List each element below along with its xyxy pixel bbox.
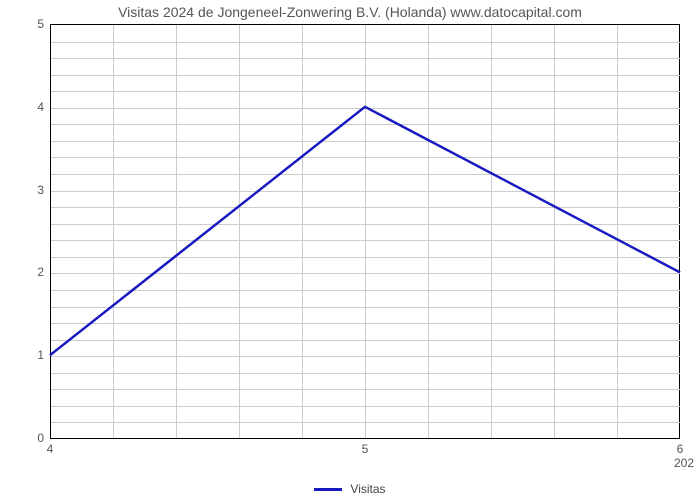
- y-tick-label: 3: [4, 183, 44, 197]
- data-line: [50, 107, 680, 355]
- x-axis: [50, 438, 680, 439]
- chart-container: Visitas 2024 de Jongeneel-Zonwering B.V.…: [0, 0, 700, 500]
- x-tick-label: 6: [677, 442, 684, 456]
- legend: Visitas: [0, 482, 700, 496]
- line-series: [50, 24, 680, 438]
- x-tick-label: 5: [362, 442, 369, 456]
- y-tick-label: 1: [4, 348, 44, 362]
- legend-swatch: [314, 488, 342, 491]
- x-tick-label: 4: [47, 442, 54, 456]
- y-tick-label: 2: [4, 265, 44, 279]
- corner-label: 202: [674, 456, 694, 470]
- y-tick-label: 4: [4, 100, 44, 114]
- y-tick-label: 0: [4, 431, 44, 445]
- chart-title: Visitas 2024 de Jongeneel-Zonwering B.V.…: [0, 4, 700, 20]
- y-tick-label: 5: [4, 17, 44, 31]
- legend-label: Visitas: [350, 482, 385, 496]
